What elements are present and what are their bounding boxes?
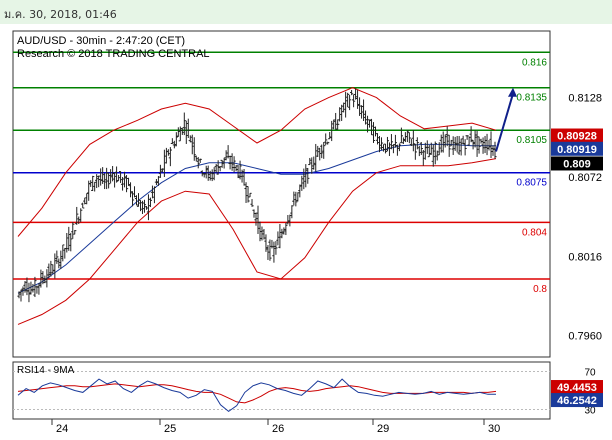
- rsi-tag-box: [551, 393, 603, 408]
- rsi-line: [17, 378, 496, 413]
- bollinger-lower-line: [17, 158, 497, 325]
- price-tag-box: [551, 156, 603, 171]
- header-bar: ม.ค. 30, 2018, 01:46: [0, 0, 612, 24]
- bollinger-upper-line: [17, 87, 497, 237]
- moving-average-line: [17, 143, 496, 294]
- timestamp-label: ม.ค. 30, 2018, 01:46: [4, 8, 117, 21]
- rsi-y-label: 30: [584, 406, 596, 417]
- rsi-tag-box: [551, 380, 603, 395]
- level-label: 0.8: [533, 284, 547, 295]
- x-tick-label: 24: [56, 423, 68, 435]
- chart-title: AUD/USD - 30min - 2:47:20 (CET): [17, 35, 185, 47]
- rsi-ma-line: [17, 383, 497, 404]
- y-tick-label: 0.7960: [568, 331, 602, 343]
- forecast-arrow-shaft: [495, 93, 514, 152]
- x-tick-label: 26: [272, 423, 284, 435]
- level-label: 0.816: [522, 57, 547, 68]
- price-tag-box: [551, 128, 603, 143]
- price-tag-label: 0.80928: [557, 131, 597, 143]
- rsi-y-label: 70: [584, 368, 596, 379]
- level-label: 0.8105: [516, 135, 547, 146]
- chart-subtitle: Research © 2018 TRADING CENTRAL: [17, 48, 210, 60]
- main-plot-frame: [12, 30, 551, 358]
- forecast-arrowhead: [508, 87, 517, 97]
- y-tick-label: 0.8128: [568, 93, 602, 105]
- price-tag-label: 0.809: [563, 158, 591, 170]
- price-tag-label: 0.80919: [557, 144, 597, 156]
- level-label: 0.8075: [516, 178, 547, 189]
- price-tag-box: [551, 141, 603, 156]
- level-label: 0.804: [522, 227, 547, 238]
- y-tick-label: 0.8016: [568, 251, 602, 263]
- rsi-label: RSI14 - 9MA: [17, 365, 75, 376]
- x-tick-label: 29: [377, 423, 389, 435]
- rsi-tag-label: 46.2542: [557, 395, 597, 407]
- x-tick-label: 25: [164, 423, 176, 435]
- rsi-plot-frame: [12, 361, 551, 420]
- x-tick-label: 30: [488, 423, 500, 435]
- level-label: 0.8135: [516, 93, 547, 104]
- rsi-tag-label: 49.4453: [557, 382, 597, 394]
- y-tick-label: 0.8072: [568, 172, 602, 184]
